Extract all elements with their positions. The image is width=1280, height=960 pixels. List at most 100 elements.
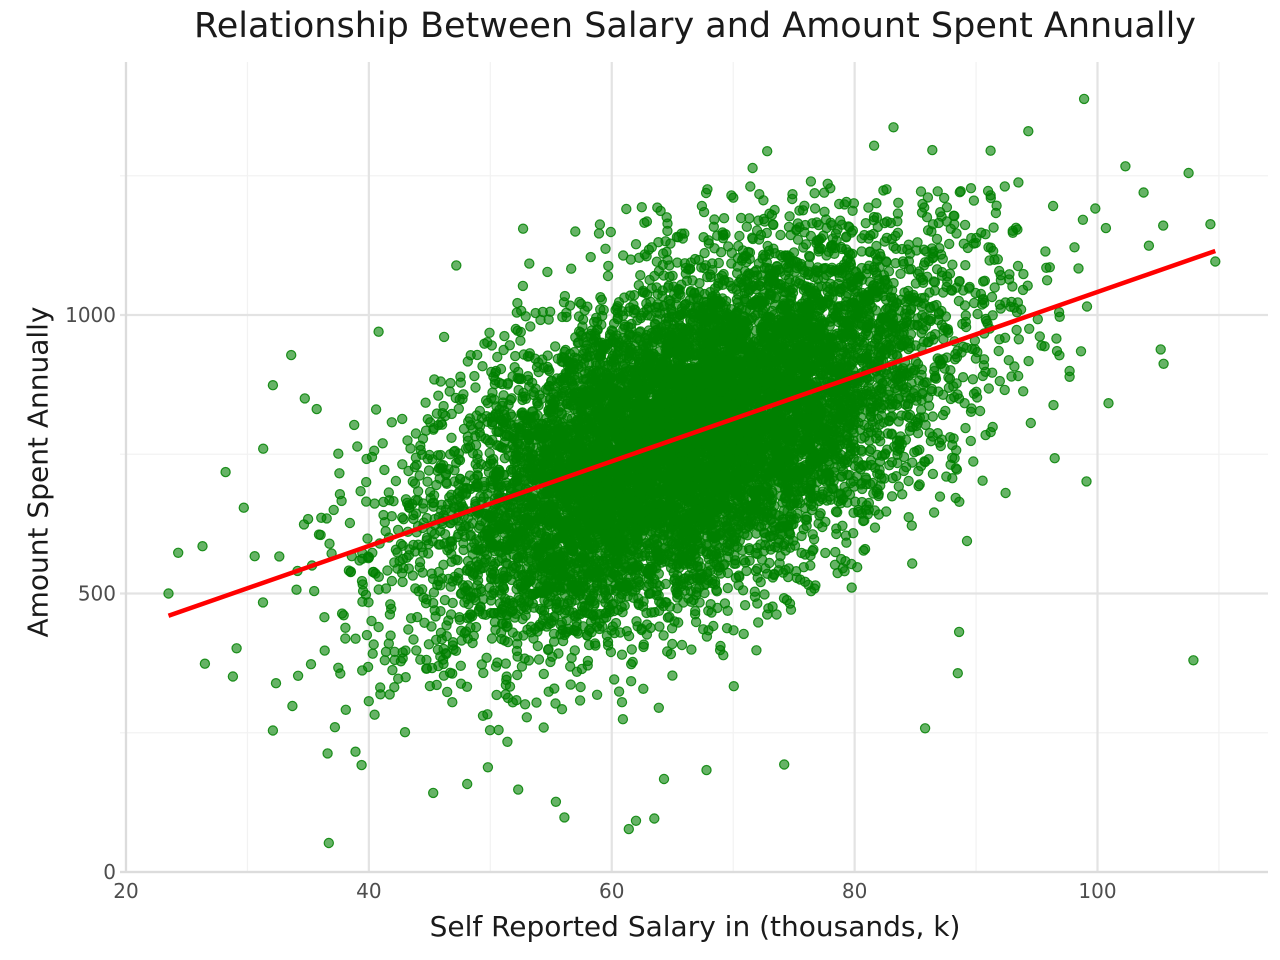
data-point (447, 697, 458, 708)
data-point (334, 468, 345, 479)
data-point (257, 597, 269, 608)
data-point (324, 538, 335, 549)
data-point (363, 696, 374, 707)
data-point (690, 616, 702, 628)
data-point (1023, 355, 1034, 367)
data-point (350, 633, 361, 644)
data-point (1018, 268, 1029, 280)
data-point (442, 686, 453, 698)
data-point (638, 639, 650, 650)
data-point (1034, 331, 1046, 342)
data-point (373, 621, 384, 633)
data-point (977, 370, 989, 382)
data-point (960, 260, 971, 271)
data-point (292, 670, 304, 682)
data-point (512, 297, 523, 309)
data-point (603, 260, 614, 272)
data-point (565, 661, 576, 672)
data-point (429, 374, 440, 385)
data-point (352, 441, 363, 452)
data-point (361, 629, 373, 641)
data-point (421, 663, 432, 674)
data-point (389, 682, 400, 693)
data-point (922, 192, 934, 203)
data-point (903, 475, 914, 487)
data-point (977, 475, 988, 486)
data-point (837, 520, 848, 532)
data-point (316, 512, 327, 524)
data-point (380, 583, 392, 594)
data-point (672, 257, 683, 268)
data-point (336, 495, 347, 507)
data-point (512, 669, 523, 681)
data-point (517, 280, 529, 292)
data-point (751, 645, 762, 656)
data-point (792, 234, 804, 245)
data-point (511, 307, 523, 318)
data-point (1012, 260, 1024, 272)
data-point (444, 386, 455, 397)
data-point (775, 229, 786, 241)
data-point (433, 390, 444, 401)
axis-lines (120, 62, 1268, 874)
data-point (550, 341, 561, 352)
data-point (907, 457, 918, 468)
data-point (582, 655, 594, 667)
data-point (410, 428, 422, 439)
data-point (653, 702, 665, 714)
data-point (617, 714, 629, 725)
data-point (594, 219, 606, 230)
data-point (538, 668, 550, 680)
data-point (965, 182, 977, 194)
data-point (484, 327, 495, 338)
data-point (319, 612, 330, 623)
data-point (972, 308, 983, 320)
data-point (745, 181, 756, 192)
data-point (784, 211, 795, 222)
data-point (1011, 324, 1022, 336)
data-point (305, 659, 317, 670)
data-point (690, 605, 701, 617)
data-point (435, 505, 447, 516)
data-point (665, 238, 676, 249)
data-point (478, 667, 489, 679)
data-point (408, 634, 419, 645)
data-point (574, 695, 586, 706)
data-point (369, 498, 380, 509)
data-point (411, 645, 422, 656)
data-point (932, 186, 943, 197)
data-point (500, 658, 511, 669)
data-point (438, 331, 450, 343)
data-point (405, 613, 417, 624)
data-point (515, 335, 526, 346)
data-point (319, 645, 330, 656)
data-point (937, 409, 949, 421)
data-point (1073, 263, 1084, 274)
data-point (939, 192, 950, 204)
data-point (333, 448, 344, 459)
data-point (455, 678, 467, 689)
data-point (915, 186, 927, 197)
data-point (362, 533, 373, 544)
data-point (397, 413, 408, 425)
data-point (1051, 333, 1062, 344)
data-point (502, 636, 514, 648)
data-point (542, 266, 553, 278)
data-point (491, 689, 502, 701)
data-point (380, 646, 392, 658)
data-point (959, 219, 971, 231)
data-point (944, 238, 955, 250)
data-point (1047, 200, 1059, 212)
data-point (967, 374, 979, 385)
data-point (413, 586, 424, 597)
data-point (676, 639, 688, 651)
data-point (1081, 476, 1092, 487)
data-point (455, 660, 466, 672)
data-point (593, 228, 605, 239)
data-point (274, 551, 285, 562)
data-point (925, 436, 937, 447)
data-point (654, 621, 665, 632)
data-point (664, 611, 675, 623)
data-point (895, 268, 906, 279)
data-point (1155, 344, 1166, 355)
